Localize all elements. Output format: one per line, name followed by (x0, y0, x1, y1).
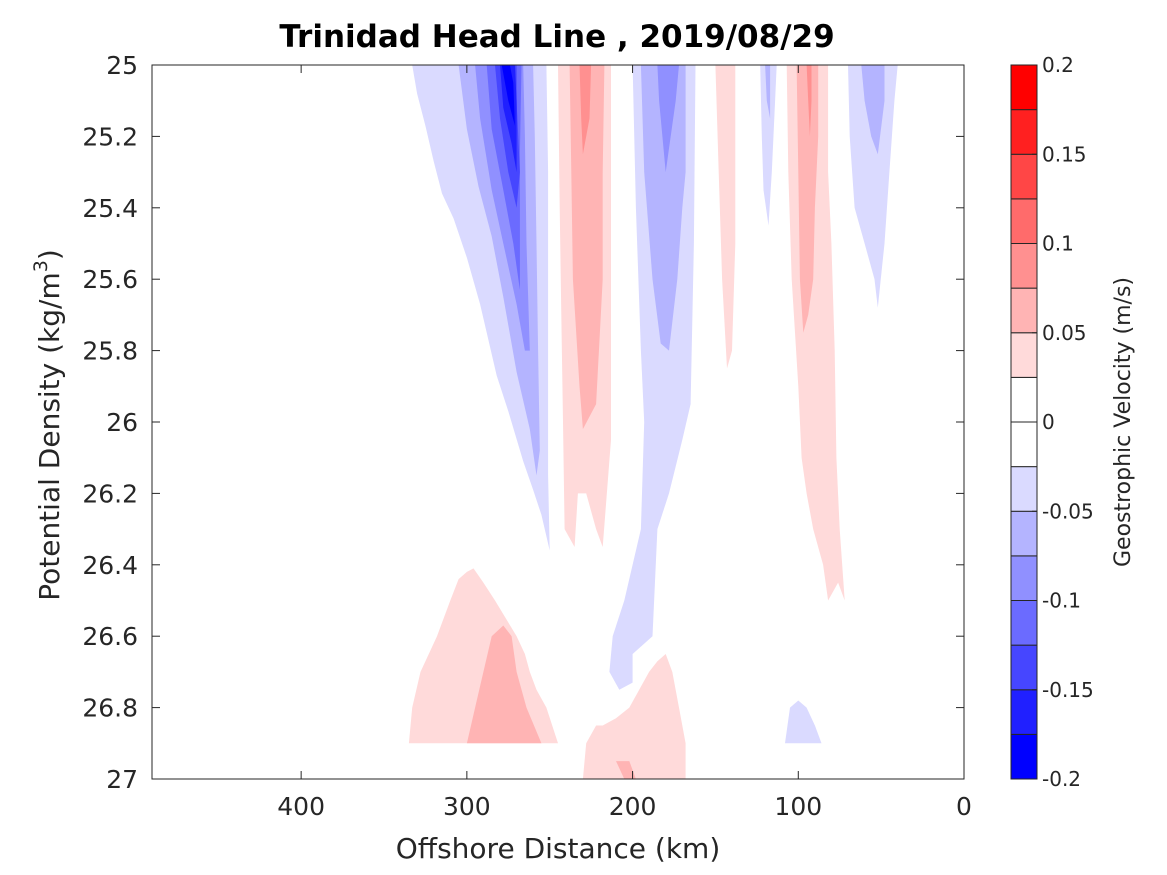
y-tick-label: 25.6 (82, 265, 138, 294)
y-tick-label: 27 (106, 765, 138, 794)
colorbar-cell (1010, 198, 1038, 244)
contour-band-228-r3 (579, 65, 592, 155)
colorbar-tick-label: -0.1 (1042, 589, 1081, 613)
colorbar-cell (1010, 689, 1038, 735)
chart-title: Trinidad Head Line , 2019/08/29 (279, 19, 834, 55)
contour-deep-280-r2 (466, 625, 542, 744)
colorbar-tick-label: 0.2 (1042, 53, 1074, 77)
y-tick-label: 26 (106, 408, 138, 437)
colorbar-tick-label: -0.2 (1042, 767, 1081, 791)
y-tick-label: 25.8 (82, 337, 138, 366)
colorbar-cell (1010, 153, 1038, 200)
contour-offshore-jet-core (501, 65, 515, 126)
y-tick-label: 26.8 (82, 694, 138, 723)
y-tick-label: 25 (106, 51, 138, 80)
x-tick-label: 400 (277, 792, 325, 821)
colorbar-cell (1010, 555, 1038, 601)
colorbar-cell (1010, 332, 1038, 378)
y-axis-label: Potential Density (kg/m3) (30, 249, 66, 601)
colorbar-cell (1010, 510, 1038, 557)
contour-fill-layer (408, 65, 898, 779)
x-axis-label: Offshore Distance (km) (396, 832, 721, 865)
contour-band-095-r2 (796, 65, 819, 333)
colorbar-tick-label: 0.15 (1042, 142, 1087, 166)
colorbar-tick-label: 0 (1042, 410, 1055, 434)
contour-band-060-v2 (861, 65, 885, 155)
contour-band-228-r2 (569, 65, 605, 430)
y-tick-label: 25.4 (82, 194, 138, 223)
contour-deep-190-r2 (616, 761, 636, 779)
contour-band-185-v3 (657, 65, 679, 173)
plot-area: 400 300 200 100 0 25 25.2 25.4 25.6 25.8 26 26.2 26… (82, 51, 972, 821)
colorbar-ticks: 0.2 0.15 0.1 0.05 0 -0.05 -0.1 -0.15 -0.2 (1032, 53, 1094, 791)
x-tick-label: 300 (443, 792, 491, 821)
x-tick-label: 200 (609, 792, 657, 821)
contour-band-185-v2 (640, 65, 686, 351)
colorbar: 0.2 0.15 0.1 0.05 0 -0.05 -0.1 -0.15 -0.2 (1010, 53, 1094, 791)
contour-deep-190-r1 (582, 654, 686, 779)
y-tick-label: 25.2 (82, 122, 138, 151)
contour-band-060-v1 (848, 65, 898, 308)
colorbar-cell (1010, 466, 1038, 512)
contour-deep-100-v1 (785, 700, 822, 744)
colorbar-tick-label: 0.1 (1042, 232, 1074, 256)
y-tick-label: 26.4 (82, 551, 138, 580)
contour-band-120-v2 (765, 65, 771, 119)
colorbar-cell (1010, 64, 1038, 111)
contour-band-095-r3 (806, 65, 812, 137)
x-axis: 400 300 200 100 0 (277, 65, 972, 821)
y-axis: 25 25.2 25.4 25.6 25.8 26 26.2 26.4 26.6 26.8 27 (82, 51, 964, 794)
colorbar-cell (1010, 243, 1038, 289)
colorbar-tick-label: -0.05 (1042, 499, 1094, 523)
colorbar-cell (1010, 644, 1038, 691)
colorbar-cell (1010, 421, 1038, 468)
contour-band-140-r1 (715, 65, 736, 369)
colorbar-cell (1010, 733, 1038, 780)
colorbar-cell (1010, 376, 1038, 423)
colorbar-cell (1010, 109, 1038, 155)
colorbar-tick-label: -0.15 (1042, 678, 1094, 702)
colorbar-label: Geostrophic Velocity (m/s) (1111, 277, 1136, 567)
colorbar-cell (1010, 600, 1038, 646)
colorbar-tick-label: 0.05 (1042, 321, 1087, 345)
colorbar-cell (1010, 287, 1038, 334)
y-tick-label: 26.6 (82, 622, 138, 651)
x-tick-label: 0 (956, 792, 972, 821)
x-tick-label: 100 (774, 792, 822, 821)
contour-band-120-v1 (760, 65, 777, 226)
plot-background (152, 65, 964, 779)
y-tick-label: 26.2 (82, 479, 138, 508)
